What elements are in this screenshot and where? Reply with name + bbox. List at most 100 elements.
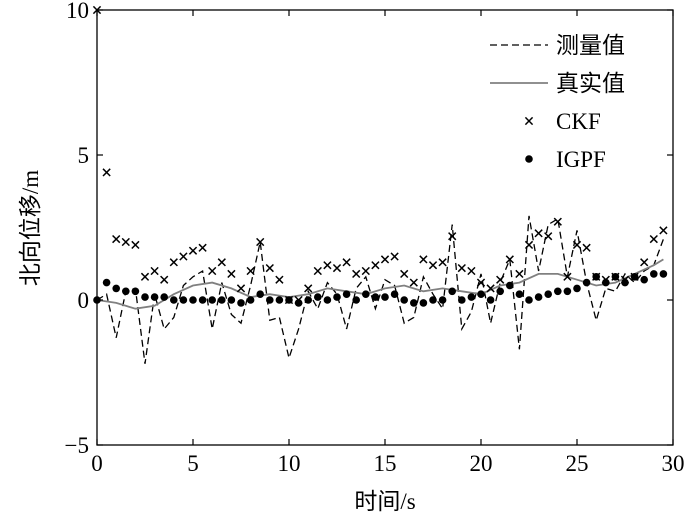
igpf-point: [189, 296, 197, 304]
igpf-point: [131, 287, 140, 296]
igpf-point: [429, 296, 437, 304]
legend-label: 真实值: [556, 71, 625, 96]
igpf-point: [246, 296, 255, 304]
igpf-point: [266, 296, 274, 304]
ckf-point-stroke: [313, 266, 322, 276]
igpf-point: [218, 296, 226, 304]
ckf-point: [131, 240, 140, 250]
igpf-point: [362, 290, 370, 299]
series-3: [92, 5, 668, 305]
ckf-point-stroke: [409, 278, 418, 287]
ckf-point-stroke: [256, 237, 265, 247]
legend-item-2: 真实值: [490, 71, 625, 96]
ckf-point: [649, 234, 658, 244]
ckf-point: [659, 226, 668, 235]
igpf-point: [179, 296, 188, 304]
igpf-point: [122, 287, 130, 296]
ckf-point-stroke: [342, 258, 351, 267]
ckf-point: [544, 232, 553, 241]
legend-label: CKF: [556, 109, 601, 134]
igpf-point: [304, 296, 313, 304]
data-layer: [92, 5, 668, 364]
igpf-point: [515, 290, 524, 299]
ckf-point-stroke: [352, 269, 361, 279]
x-tick-label: 25: [566, 451, 589, 476]
ckf-point-stroke: [467, 266, 476, 276]
ckf-point: [169, 258, 178, 267]
y-tick-label: 10: [66, 0, 89, 23]
x-tick-label: 20: [470, 451, 493, 476]
igpf-point: [592, 273, 600, 281]
ckf-point-stroke: [304, 284, 313, 293]
ckf-point: [467, 266, 476, 276]
ckf-point-stroke: [486, 284, 495, 293]
legend-label: 测量值: [556, 33, 625, 58]
ckf-point-stroke: [640, 258, 649, 267]
ckf-point: [265, 263, 274, 273]
ckf-point: [390, 252, 399, 261]
igpf-point: [410, 299, 418, 307]
igpf-point: [630, 273, 639, 281]
ckf-point: [352, 269, 361, 279]
igpf-point: [160, 293, 168, 301]
igpf-point: [170, 296, 178, 304]
ckf-point-stroke: [544, 232, 553, 241]
ckf-point: [572, 240, 582, 250]
igpf-point: [554, 287, 562, 296]
igpf-point: [333, 293, 341, 301]
ckf-point: [112, 234, 121, 244]
ckf-point: [332, 263, 342, 273]
igpf-point: [534, 293, 543, 301]
igpf-point: [506, 281, 514, 290]
igpf-point: [400, 296, 409, 304]
ckf-point-stroke: [371, 261, 380, 270]
y-tick-label: −5: [65, 433, 89, 458]
ckf-point-stroke: [217, 258, 226, 267]
ckf-point: [275, 275, 284, 284]
igpf-point: [448, 287, 457, 296]
ckf-point-stroke: [227, 269, 236, 279]
ckf-point-stroke: [361, 266, 370, 276]
ckf-point: [361, 266, 370, 276]
ckf-point-stroke: [208, 266, 217, 276]
ckf-point: [179, 252, 188, 261]
igpf-point: [419, 299, 428, 307]
ckf-point-stroke: [188, 246, 198, 255]
ckf-point: [371, 261, 380, 270]
legend-item-3: CKF: [524, 109, 601, 134]
ckf-point: [256, 237, 265, 247]
ckf-point: [323, 261, 332, 270]
ckf-point-stroke: [323, 261, 332, 270]
ckf-point-stroke: [265, 263, 274, 273]
igpf-point: [659, 270, 668, 278]
ckf-point-stroke: [428, 261, 438, 270]
legend-item-4: IGPF: [525, 147, 606, 172]
ckf-point-stroke: [332, 263, 342, 273]
ckf-point: [188, 246, 198, 255]
ckf-point: [553, 217, 562, 226]
ckf-point: [304, 284, 313, 293]
ckf-point: [198, 243, 207, 252]
igpf-point: [256, 290, 265, 299]
x-tick-label: 30: [662, 451, 685, 476]
ckf-point: [524, 240, 534, 250]
ckf-point: [380, 255, 390, 264]
igpf-point: [602, 278, 610, 287]
igpf-point: [275, 296, 284, 304]
ckf-point: [448, 232, 457, 241]
igpf-point: [352, 296, 361, 304]
igpf-point: [486, 296, 495, 304]
ckf-point: [342, 258, 351, 267]
igpf-point: [390, 290, 399, 299]
igpf-point: [611, 273, 620, 281]
ckf-point: [476, 278, 486, 287]
igpf-point: [496, 287, 505, 296]
igpf-point: [227, 296, 236, 304]
igpf-point: [650, 270, 658, 278]
ckf-point-stroke: [390, 252, 399, 261]
igpf-point: [198, 296, 207, 304]
x-tick-label: 15: [374, 451, 397, 476]
legend-label: IGPF: [556, 147, 606, 172]
igpf-point: [381, 293, 389, 301]
